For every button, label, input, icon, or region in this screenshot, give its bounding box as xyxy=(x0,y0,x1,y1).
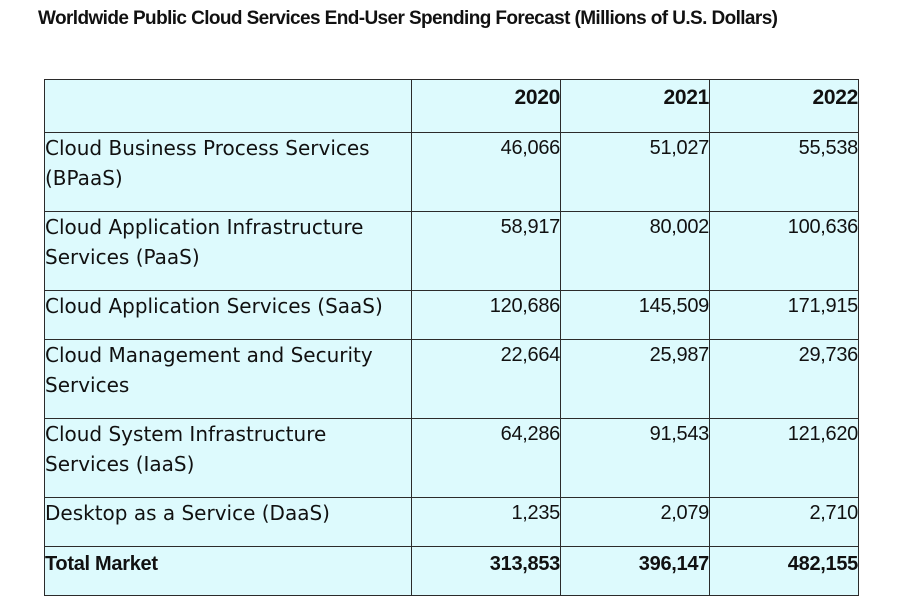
value-2022: 100,636 xyxy=(709,211,859,291)
row-label: Cloud System Infrastructure Services (Ia… xyxy=(44,418,412,498)
total-2022: 482,155 xyxy=(709,546,859,596)
value-2020: 1,235 xyxy=(411,497,561,547)
value-2021: 80,002 xyxy=(560,211,710,291)
value-2021: 91,543 xyxy=(560,418,710,498)
table-row: Cloud Application Services (SaaS) 120,68… xyxy=(44,290,859,340)
value-2020: 120,686 xyxy=(411,290,561,340)
table-header-row: 2020 2021 2022 xyxy=(44,79,859,133)
value-2022: 55,538 xyxy=(709,132,859,212)
value-2020: 46,066 xyxy=(411,132,561,212)
header-cell-empty xyxy=(44,79,412,133)
table-row: Cloud Management and Security Services 2… xyxy=(44,339,859,419)
value-2021: 2,079 xyxy=(560,497,710,547)
total-row: Total Market 313,853 396,147 482,155 xyxy=(44,546,859,596)
value-2022: 29,736 xyxy=(709,339,859,419)
table-row: Cloud System Infrastructure Services (Ia… xyxy=(44,418,859,498)
row-label: Cloud Application Infrastructure Service… xyxy=(44,211,412,291)
header-cell-2021: 2021 xyxy=(560,79,710,133)
table-row: Desktop as a Service (DaaS) 1,235 2,079 … xyxy=(44,497,859,547)
value-2021: 25,987 xyxy=(560,339,710,419)
spending-forecast-table: 2020 2021 2022 Cloud Business Process Se… xyxy=(44,79,859,596)
total-2020: 313,853 xyxy=(411,546,561,596)
header-cell-2022: 2022 xyxy=(709,79,859,133)
value-2021: 51,027 xyxy=(560,132,710,212)
value-2022: 2,710 xyxy=(709,497,859,547)
table-row: Cloud Business Process Services (BPaaS) … xyxy=(44,132,859,212)
total-label: Total Market xyxy=(44,546,412,596)
value-2022: 171,915 xyxy=(709,290,859,340)
row-label: Cloud Application Services (SaaS) xyxy=(44,290,412,340)
row-label: Desktop as a Service (DaaS) xyxy=(44,497,412,547)
value-2020: 58,917 xyxy=(411,211,561,291)
page-title: Worldwide Public Cloud Services End-User… xyxy=(38,8,778,29)
total-2021: 396,147 xyxy=(560,546,710,596)
header-cell-2020: 2020 xyxy=(411,79,561,133)
row-label: Cloud Business Process Services (BPaaS) xyxy=(44,132,412,212)
value-2021: 145,509 xyxy=(560,290,710,340)
value-2020: 22,664 xyxy=(411,339,561,419)
row-label: Cloud Management and Security Services xyxy=(44,339,412,419)
value-2020: 64,286 xyxy=(411,418,561,498)
value-2022: 121,620 xyxy=(709,418,859,498)
table-row: Cloud Application Infrastructure Service… xyxy=(44,211,859,291)
